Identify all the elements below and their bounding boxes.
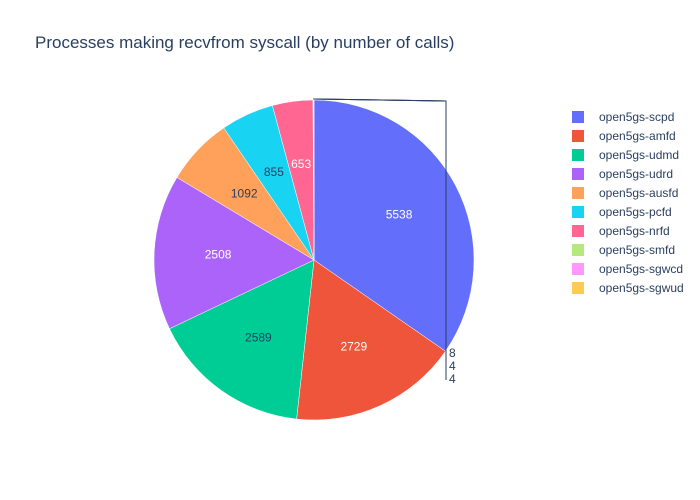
leader-line-open5gs-sgwud	[313, 98, 447, 380]
legend-item-open5gs-scpd[interactable]: open5gs-scpd	[572, 107, 684, 126]
legend-item-open5gs-udmd[interactable]: open5gs-udmd	[572, 145, 684, 164]
pie-slices	[153, 99, 475, 421]
legend-label: open5gs-smfd	[599, 242, 676, 257]
legend-item-open5gs-udrd[interactable]: open5gs-udrd	[572, 164, 684, 183]
legend-label: open5gs-ausfd	[599, 185, 679, 200]
legend-label: open5gs-amfd	[599, 128, 676, 143]
legend-swatch	[572, 167, 584, 180]
slice-value-label-open5gs-amfd: 2729	[340, 340, 367, 354]
legend-item-open5gs-smfd[interactable]: open5gs-smfd	[572, 240, 684, 259]
legend-label: open5gs-sgwcd	[599, 261, 684, 276]
slice-value-label-open5gs-smfd: 8	[449, 346, 456, 360]
legend-swatch	[572, 262, 584, 275]
legend-item-open5gs-sgwud[interactable]: open5gs-sgwud	[572, 278, 684, 297]
legend-item-open5gs-sgwcd[interactable]: open5gs-sgwcd	[572, 259, 684, 278]
slice-value-label-open5gs-udrd: 2508	[205, 247, 232, 261]
legend: open5gs-scpd open5gs-amfd open5gs-udmd open…	[572, 107, 684, 297]
slice-value-label-open5gs-ausfd: 1092	[231, 186, 258, 200]
legend-swatch	[572, 110, 584, 123]
legend-item-open5gs-ausfd[interactable]: open5gs-ausfd	[572, 183, 684, 202]
legend-swatch	[572, 281, 584, 294]
legend-swatch	[572, 148, 584, 161]
slice-value-label-open5gs-sgwud: 4	[449, 372, 456, 386]
slice-value-label-open5gs-nrfd: 653	[291, 157, 311, 171]
slice-value-label-open5gs-scpd: 5538	[386, 208, 413, 222]
legend-label: open5gs-nrfd	[599, 223, 670, 238]
legend-label: open5gs-udrd	[599, 166, 674, 181]
legend-label: open5gs-udmd	[599, 147, 680, 162]
legend-label: open5gs-pcfd	[599, 204, 672, 219]
slice-value-label-open5gs-sgwcd: 4	[449, 359, 456, 373]
legend-swatch	[572, 205, 584, 218]
legend-item-open5gs-amfd[interactable]: open5gs-amfd	[572, 126, 684, 145]
chart-title: Processes making recvfrom syscall (by nu…	[35, 33, 455, 52]
pie-slice-open5gs-scpd[interactable]	[313, 99, 475, 352]
slice-value-label-open5gs-pcfd: 855	[264, 165, 284, 179]
pie-slice-open5gs-udrd[interactable]	[153, 177, 315, 330]
pie-slice-open5gs-amfd[interactable]	[296, 259, 446, 421]
legend-item-open5gs-pcfd[interactable]: open5gs-pcfd	[572, 202, 684, 221]
legend-swatch	[572, 186, 584, 199]
pie-slice-open5gs-udmd[interactable]	[169, 259, 315, 420]
legend-label: open5gs-scpd	[599, 109, 675, 124]
legend-item-open5gs-nrfd[interactable]: open5gs-nrfd	[572, 221, 684, 240]
legend-swatch	[572, 224, 584, 237]
slice-value-label-open5gs-udmd: 2589	[245, 330, 272, 344]
legend-swatch	[572, 243, 584, 256]
legend-label: open5gs-sgwud	[599, 280, 684, 295]
legend-swatch	[572, 129, 584, 142]
